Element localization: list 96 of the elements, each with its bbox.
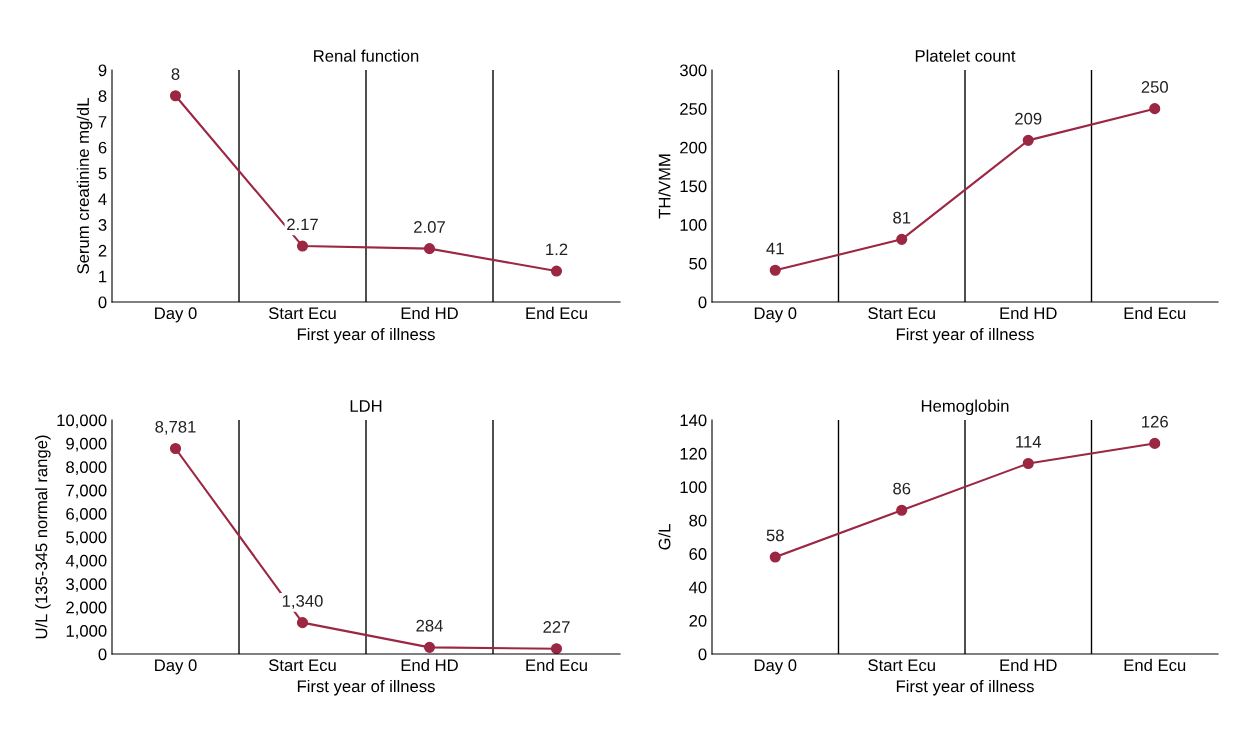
chart-title: Renal function bbox=[314, 49, 419, 62]
y-tick-label: 0 bbox=[698, 648, 707, 661]
y-tick-label: 150 bbox=[680, 180, 707, 193]
y-axis-title: G/L bbox=[658, 524, 671, 550]
y-tick-label: 9 bbox=[98, 64, 107, 77]
point bbox=[550, 643, 563, 654]
x-axis-title: First year of illness bbox=[896, 327, 1034, 344]
y-tick-label: 100 bbox=[680, 219, 707, 231]
x-tick-label: Day 0 bbox=[155, 659, 197, 675]
y-tick-label: 7 bbox=[98, 116, 107, 128]
x-tick-label: Start Ecu bbox=[268, 659, 336, 672]
data-label: 58 bbox=[766, 529, 784, 542]
y-tick-label: 80 bbox=[689, 514, 707, 527]
y-tick-label: 300 bbox=[679, 64, 707, 77]
y-tick-label: 0 bbox=[98, 648, 107, 661]
y-tick-label: 200 bbox=[680, 141, 707, 154]
x-tick-label: End HD bbox=[1000, 306, 1057, 320]
chart-title: Hemoglobin bbox=[921, 399, 1009, 416]
y-tick-label: 140 bbox=[680, 414, 707, 427]
point bbox=[423, 641, 436, 653]
x-tick-label: End Ecu bbox=[526, 306, 587, 320]
y-tick-label: 8 bbox=[98, 90, 107, 102]
point bbox=[169, 90, 182, 102]
y-tick-label: 9,000 bbox=[66, 437, 107, 452]
point bbox=[423, 243, 436, 255]
y-tick-label: 6 bbox=[98, 141, 107, 154]
y-tick-label: 0 bbox=[98, 296, 107, 309]
y-tick-label: 3 bbox=[98, 219, 107, 231]
y-tick-label: 5 bbox=[98, 167, 107, 180]
y-tick-label: 40 bbox=[688, 581, 707, 594]
data-label: 284 bbox=[416, 619, 443, 632]
x-tick-label: Day 0 bbox=[754, 307, 797, 323]
y-tick-label: 10,000 bbox=[57, 414, 107, 429]
point bbox=[1149, 437, 1161, 449]
point bbox=[769, 264, 781, 276]
y-axis-title: TH/VMM bbox=[658, 154, 671, 219]
x-tick-label: End Ecu bbox=[526, 658, 587, 672]
y-tick-label: 20 bbox=[689, 614, 707, 627]
y-tick-label: 4,000 bbox=[65, 554, 107, 569]
x-tick-label: Day 0 bbox=[155, 307, 197, 323]
point bbox=[169, 442, 182, 455]
y-tick-label: 4 bbox=[98, 193, 107, 205]
data-label: 227 bbox=[543, 621, 570, 633]
x-tick-label: End HD bbox=[401, 306, 458, 320]
y-tick-label: 1,000 bbox=[66, 625, 107, 639]
point bbox=[769, 551, 781, 563]
x-tick-label: Start Ecu bbox=[868, 659, 935, 672]
data-label: 114 bbox=[1016, 436, 1042, 448]
data-label: 250 bbox=[1141, 81, 1168, 93]
y-tick-label: 1 bbox=[99, 270, 107, 283]
chart-title: LDH bbox=[350, 400, 382, 412]
x-tick-label: End HD bbox=[401, 658, 458, 672]
data-label: 1.2 bbox=[546, 243, 568, 256]
y-tick-label: 3,000 bbox=[66, 578, 107, 592]
y-tick-label: 50 bbox=[689, 257, 707, 270]
data-label: 209 bbox=[1015, 112, 1042, 125]
x-tick-label: End Ecu bbox=[1124, 658, 1186, 672]
point bbox=[1022, 134, 1034, 146]
x-tick-label: Start Ecu bbox=[868, 307, 935, 320]
y-tick-label: 60 bbox=[689, 548, 707, 560]
y-tick-label: 7,000 bbox=[66, 484, 107, 499]
y-tick-label: 250 bbox=[680, 103, 707, 115]
x-axis-title: First year of illness bbox=[297, 679, 435, 696]
y-tick-label: 120 bbox=[680, 447, 707, 460]
y-axis-title: U/L (135-345 normal range) bbox=[35, 435, 51, 639]
point bbox=[896, 233, 908, 245]
point bbox=[296, 240, 309, 252]
x-axis-title: First year of illness bbox=[896, 679, 1034, 696]
point bbox=[1149, 103, 1161, 115]
x-axis-title: First year of illness bbox=[297, 327, 435, 344]
y-tick-label: 8,000 bbox=[66, 461, 107, 475]
y-tick-label: 5,000 bbox=[66, 531, 107, 546]
point bbox=[1022, 457, 1034, 470]
y-tick-label: 6,000 bbox=[66, 508, 107, 522]
data-label: 81 bbox=[893, 211, 911, 224]
y-tick-label: 0 bbox=[698, 296, 707, 309]
point bbox=[296, 617, 309, 629]
data-label: 2.07 bbox=[414, 221, 445, 233]
y-tick-label: 2,000 bbox=[66, 601, 107, 616]
x-tick-label: Day 0 bbox=[754, 659, 797, 675]
data-label: 86 bbox=[893, 482, 911, 495]
data-label: 8 bbox=[171, 68, 180, 80]
data-label: 1,340 bbox=[282, 595, 323, 609]
x-tick-label: End Ecu bbox=[1124, 306, 1186, 320]
point bbox=[550, 265, 563, 277]
point bbox=[896, 504, 908, 516]
x-tick-label: End HD bbox=[1000, 658, 1057, 672]
chart-title: Platelet count bbox=[915, 49, 1016, 62]
x-tick-label: Start Ecu bbox=[268, 307, 336, 320]
data-label: 41 bbox=[766, 242, 784, 255]
data-label: 8,781 bbox=[155, 420, 196, 435]
y-tick-label: 100 bbox=[680, 481, 707, 494]
data-label: 126 bbox=[1142, 415, 1168, 428]
data-label: 2.17 bbox=[287, 218, 318, 231]
y-axis-title: Serum creatinine mg/dL bbox=[76, 98, 93, 274]
y-tick-label: 2 bbox=[98, 244, 107, 257]
